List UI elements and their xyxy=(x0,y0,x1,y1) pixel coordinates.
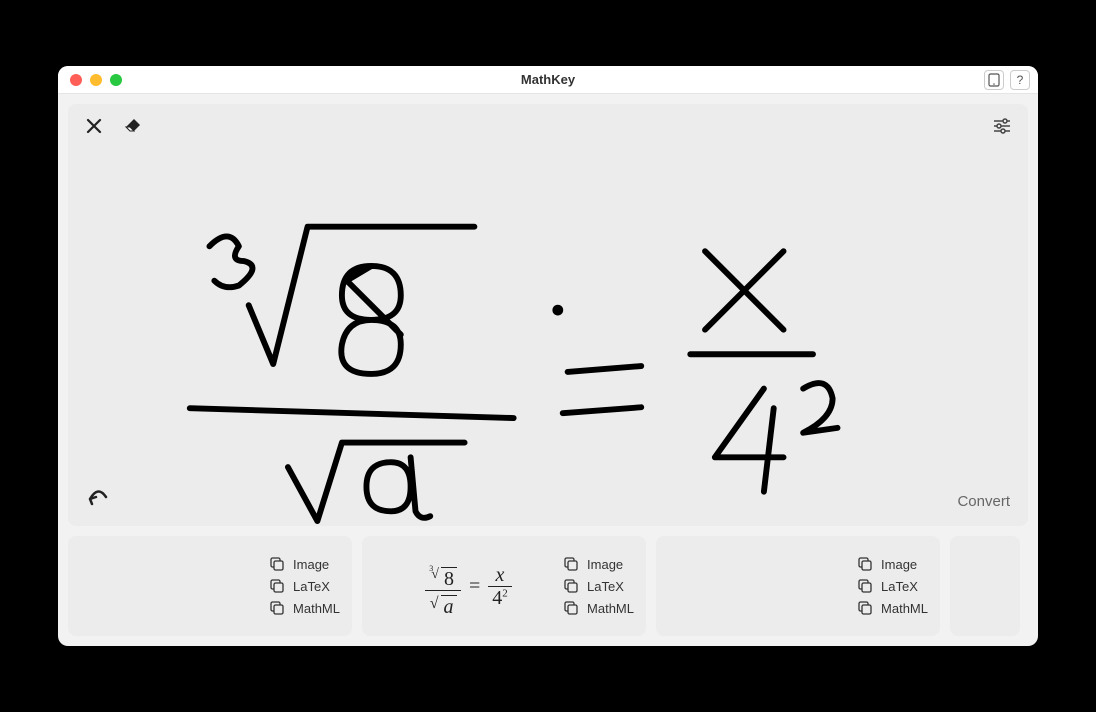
handwriting-strokes xyxy=(68,104,1028,526)
copy-label: LaTeX xyxy=(881,579,918,594)
copy-icon xyxy=(563,578,579,594)
copy-icon xyxy=(857,578,873,594)
copy-latex-button[interactable]: LaTeX xyxy=(269,578,340,594)
copy-icon xyxy=(563,600,579,616)
zoom-window-button[interactable] xyxy=(110,74,122,86)
copy-label: LaTeX xyxy=(293,579,330,594)
copy-image-button[interactable]: Image xyxy=(563,556,634,572)
copy-latex-button[interactable]: LaTeX xyxy=(563,578,634,594)
minimize-window-button[interactable] xyxy=(90,74,102,86)
eraser-button[interactable] xyxy=(122,114,146,138)
result-card: Image LaTeX MathML xyxy=(68,536,352,636)
titlebar: MathKey ? xyxy=(58,66,1038,94)
eraser-icon xyxy=(124,117,144,135)
settings-button[interactable] xyxy=(990,114,1014,138)
copy-image-button[interactable]: Image xyxy=(857,556,928,572)
copy-icon xyxy=(269,600,285,616)
copy-label: MathML xyxy=(881,601,928,616)
copy-label: LaTeX xyxy=(587,579,624,594)
copy-image-button[interactable]: Image xyxy=(269,556,340,572)
copy-label: MathML xyxy=(587,601,634,616)
copy-mathml-button[interactable]: MathML xyxy=(269,600,340,616)
clear-button[interactable] xyxy=(82,114,106,138)
device-icon xyxy=(988,73,1000,87)
copy-label: MathML xyxy=(293,601,340,616)
copy-icon xyxy=(857,556,873,572)
copy-icon xyxy=(563,556,579,572)
den-exp: 2 xyxy=(502,587,508,599)
numerator: x xyxy=(496,564,505,586)
copy-label: Image xyxy=(293,557,329,572)
copy-icon xyxy=(857,600,873,616)
device-button[interactable] xyxy=(984,70,1004,90)
undo-icon xyxy=(86,487,108,507)
den-base: 4 xyxy=(492,587,502,609)
result-card: Image LaTeX MathML xyxy=(656,536,940,636)
window-title: MathKey xyxy=(58,72,1038,87)
math-preview: 3√8 √a = x 42 xyxy=(374,554,563,618)
radicand: a xyxy=(444,596,454,618)
help-button[interactable]: ? xyxy=(1010,70,1030,90)
drawing-canvas[interactable]: Convert xyxy=(68,104,1028,526)
undo-button[interactable] xyxy=(86,487,108,512)
app-window: MathKey ? xyxy=(58,66,1038,646)
copy-icon xyxy=(269,556,285,572)
copy-icon xyxy=(269,578,285,594)
result-card xyxy=(950,536,1020,636)
convert-button[interactable]: Convert xyxy=(957,493,1010,510)
results-row: Image LaTeX MathML xyxy=(68,536,1028,636)
copy-label: Image xyxy=(881,557,917,572)
sliders-icon xyxy=(992,117,1012,135)
close-window-button[interactable] xyxy=(70,74,82,86)
close-icon xyxy=(85,117,103,135)
traffic-lights xyxy=(58,74,122,86)
copy-mathml-button[interactable]: MathML xyxy=(857,600,928,616)
radicand: 8 xyxy=(441,567,457,590)
copy-latex-button[interactable]: LaTeX xyxy=(857,578,928,594)
copy-mathml-button[interactable]: MathML xyxy=(563,600,634,616)
copy-label: Image xyxy=(587,557,623,572)
result-card: 3√8 √a = x 42 xyxy=(362,536,646,636)
